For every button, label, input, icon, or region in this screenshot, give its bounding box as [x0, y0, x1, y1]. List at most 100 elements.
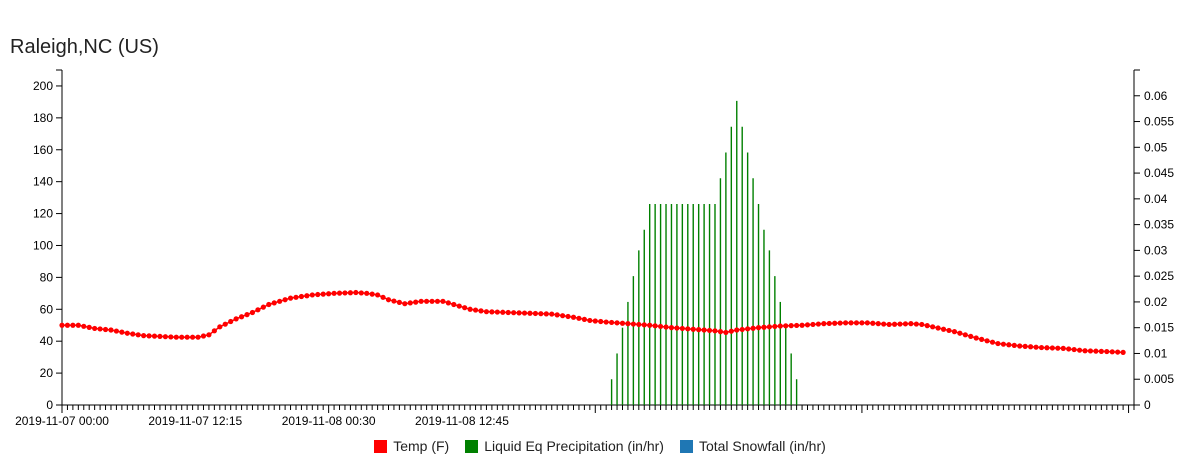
temp-point — [81, 323, 87, 329]
temp-point — [625, 321, 631, 327]
temp-point — [380, 294, 386, 300]
temp-point — [266, 301, 272, 308]
y-right-tick-label: 0.03 — [1144, 243, 1168, 257]
y-left-tick-label: 20 — [40, 366, 54, 380]
temp-point — [543, 311, 549, 317]
temp-point — [1006, 342, 1012, 348]
y-right-tick-label: 0.04 — [1144, 192, 1168, 206]
temp-point — [407, 300, 413, 306]
temp-point — [293, 294, 299, 300]
temp-point — [853, 320, 860, 326]
y-right-tick-label: 0.005 — [1144, 372, 1174, 386]
temp-point — [826, 320, 832, 327]
temp-point — [1033, 344, 1039, 350]
temp-point — [326, 291, 332, 297]
temp-point — [113, 328, 120, 334]
temp-point — [1087, 348, 1094, 354]
x-tick-label: 2019-11-07 12:15 — [148, 414, 242, 428]
temp-point — [902, 321, 909, 327]
y-right-tick-label: 0.055 — [1144, 115, 1174, 129]
temp-point — [696, 327, 702, 333]
y-left-tick-label: 120 — [33, 207, 53, 221]
temp-point — [233, 316, 239, 322]
temp-point — [804, 322, 811, 328]
temp-point — [619, 320, 626, 326]
temp-point — [614, 320, 620, 326]
y-left-tick-label: 80 — [40, 270, 54, 284]
temp-point — [59, 322, 65, 328]
temp-point — [1082, 348, 1088, 354]
temp-point — [750, 325, 756, 331]
temp-point — [222, 321, 228, 327]
temp-point — [331, 290, 337, 296]
temp-point — [238, 314, 245, 320]
temp-point — [674, 325, 680, 331]
temp-point — [1055, 345, 1061, 351]
temp-point — [1104, 348, 1110, 355]
temp-point — [690, 326, 696, 332]
legend-swatch-temp — [374, 439, 388, 453]
temp-point — [108, 327, 114, 333]
temp-point — [979, 336, 985, 342]
legend-swatch-snow — [679, 439, 693, 453]
temp-point — [560, 313, 566, 319]
temp-point — [570, 314, 577, 320]
temp-point — [886, 321, 892, 328]
y-left-tick-label: 40 — [40, 334, 54, 348]
temp-point — [70, 322, 76, 328]
temp-point — [353, 289, 359, 296]
temp-point — [821, 321, 827, 327]
temp-point — [162, 334, 168, 340]
temp-point — [940, 326, 947, 332]
temp-point — [1022, 343, 1028, 349]
temp-point — [679, 325, 685, 332]
temp-point — [832, 320, 838, 326]
temp-point — [157, 333, 163, 340]
y-right-tick-label: 0.05 — [1144, 140, 1168, 154]
temp-point — [565, 313, 571, 320]
temp-point — [200, 333, 207, 339]
y-right-tick-label: 0.06 — [1144, 89, 1168, 103]
temp-point — [1109, 349, 1115, 355]
temp-point — [859, 320, 865, 326]
temp-point — [342, 290, 348, 296]
temp-point — [592, 318, 598, 324]
temp-point — [505, 309, 511, 316]
y-right-tick-label: 0.01 — [1144, 346, 1168, 360]
temp-point — [195, 334, 201, 340]
temp-point — [516, 310, 522, 316]
temp-point — [1028, 344, 1034, 350]
temp-point — [657, 323, 664, 330]
temp-point — [500, 309, 506, 315]
temp-point — [402, 301, 408, 307]
temp-point — [842, 320, 849, 326]
legend-label-precip: Liquid Eq Precipitation (in/hr) — [484, 438, 664, 454]
temp-point — [908, 321, 914, 327]
chart-title: Raleigh,NC (US) — [10, 36, 159, 58]
temp-point — [946, 327, 952, 334]
temp-point — [429, 298, 435, 304]
temp-point — [375, 292, 381, 298]
temp-point — [739, 326, 745, 333]
temp-point — [663, 324, 669, 330]
temp-point — [347, 290, 354, 296]
temp-point — [598, 318, 604, 325]
legend-item-snow[interactable]: Total Snowfall (in/hr) — [679, 438, 826, 454]
temp-point — [1071, 346, 1077, 353]
temp-point — [875, 321, 881, 327]
temp-point — [92, 325, 98, 332]
temp-point — [277, 298, 283, 304]
temp-point — [1066, 346, 1072, 352]
temp-point — [511, 310, 517, 316]
legend-item-temp[interactable]: Temp (F) — [374, 438, 449, 454]
temp-point — [494, 309, 500, 315]
temp-point — [462, 305, 468, 311]
temp-point — [418, 298, 424, 304]
temp-point — [973, 335, 979, 341]
temp-point — [358, 290, 364, 296]
temp-point — [1060, 345, 1066, 351]
temp-point — [168, 334, 174, 340]
temp-point — [434, 298, 441, 304]
legend-item-precip[interactable]: Liquid Eq Precipitation (in/hr) — [465, 438, 664, 454]
temp-point — [184, 334, 190, 340]
